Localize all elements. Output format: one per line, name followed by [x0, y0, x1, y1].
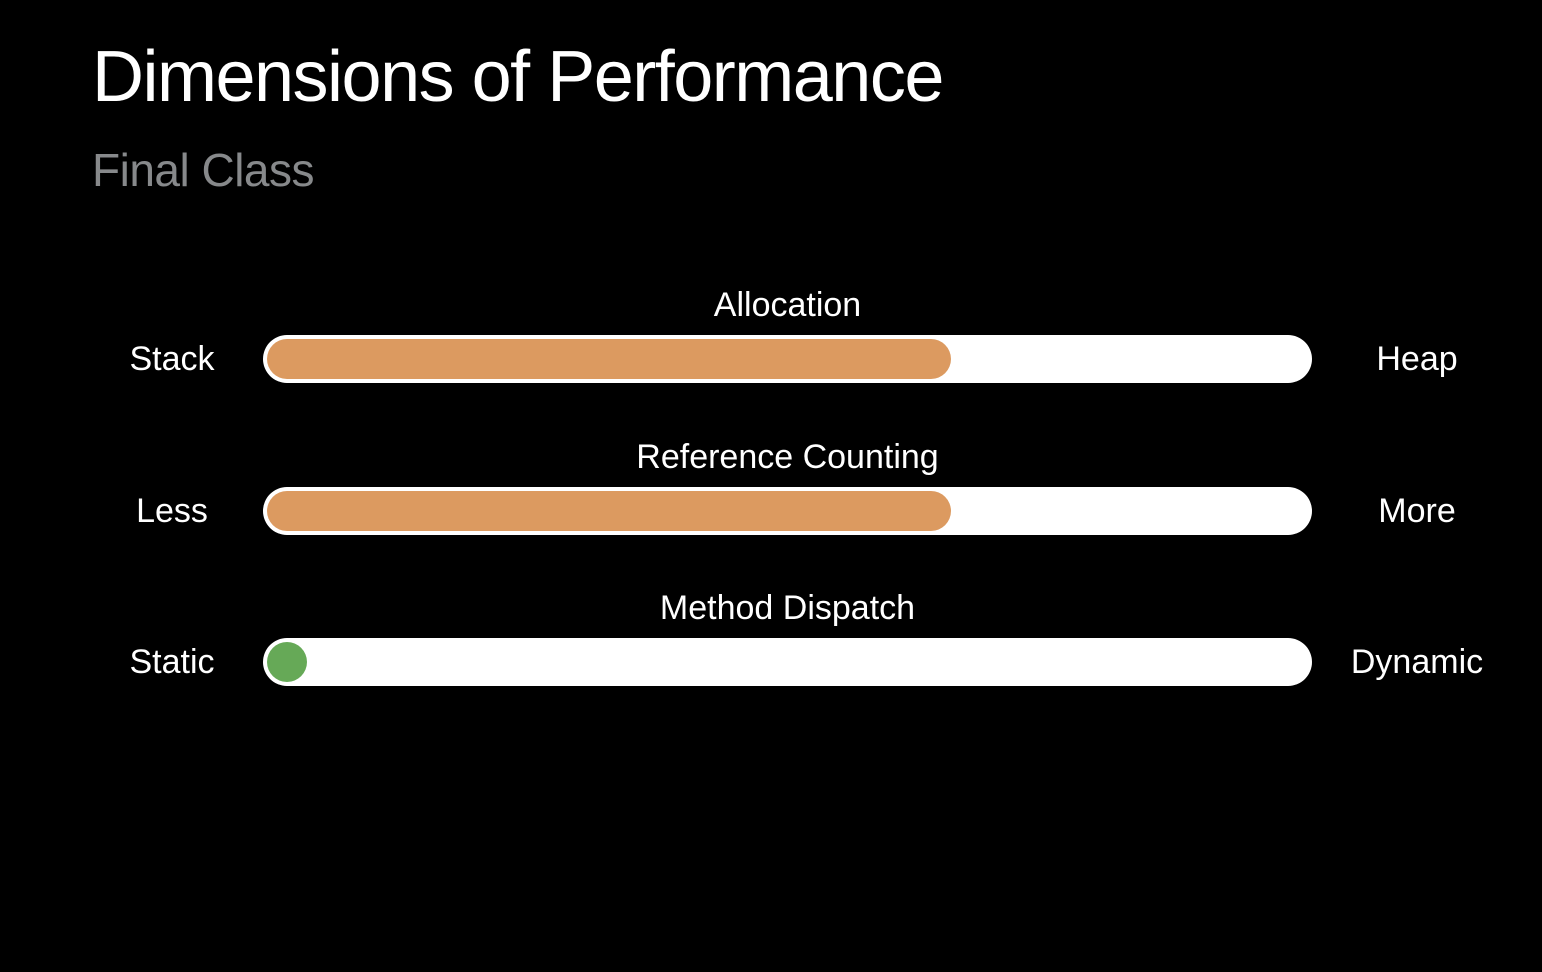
slider-track: [263, 487, 1312, 535]
slide-title: Dimensions of Performance: [92, 37, 944, 117]
slider-indicator-dot: [267, 642, 307, 682]
slider-right-label: Dynamic: [1350, 643, 1484, 681]
slider-left-label: Static: [129, 643, 215, 681]
slider-caption: Reference Counting: [636, 438, 939, 476]
slider-left-label: Less: [136, 492, 208, 530]
slider-fill-bar: [267, 339, 952, 379]
slider-caption: Allocation: [713, 286, 862, 324]
slider-row-reference-counting: Reference Counting Less More: [0, 438, 1542, 535]
slider-track: [263, 335, 1312, 383]
slider-left-label: Stack: [129, 340, 215, 378]
slide-subtitle: Final Class: [92, 144, 315, 196]
slider-fill-bar: [267, 491, 952, 531]
slider-caption: Method Dispatch: [659, 589, 916, 627]
slider-right-label: More: [1378, 492, 1456, 530]
slider-right-label: Heap: [1376, 340, 1458, 378]
slider-track: [263, 638, 1312, 686]
slider-row-method-dispatch: Method Dispatch Static Dynamic: [0, 589, 1542, 686]
slider-row-allocation: Allocation Stack Heap: [0, 286, 1542, 383]
